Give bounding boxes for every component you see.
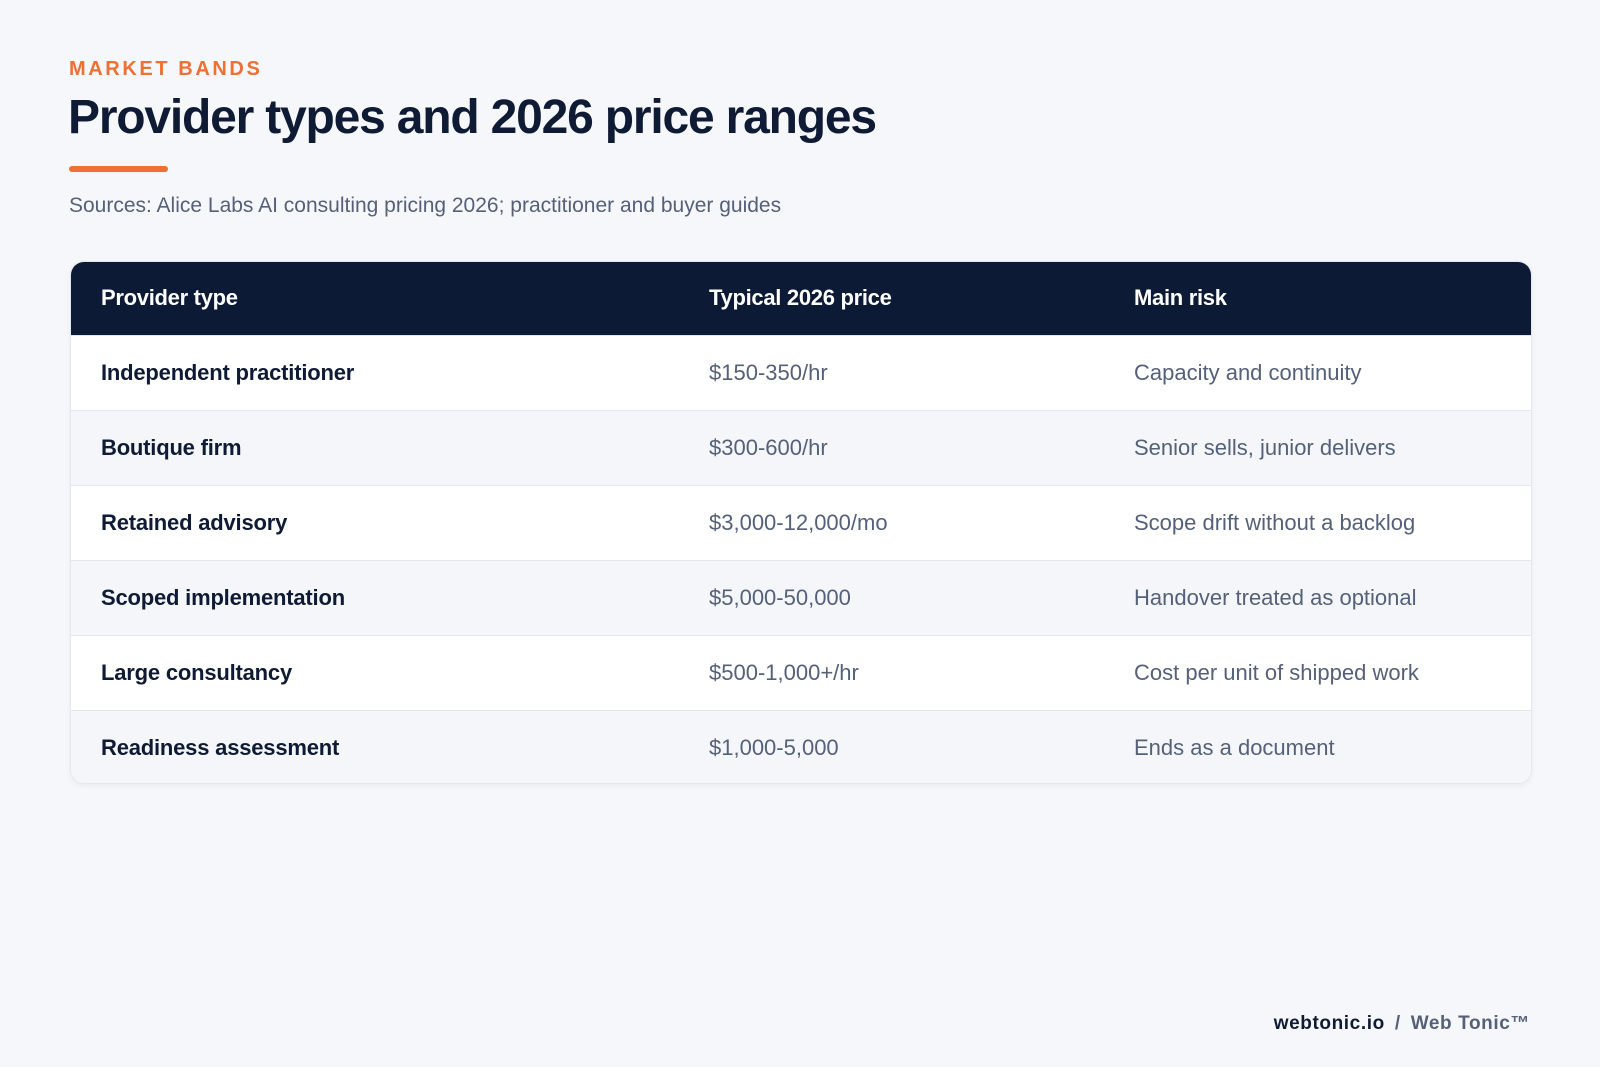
price-cell: $300-600/hr: [709, 434, 828, 460]
column-header-typical-price: Typical 2026 price: [709, 285, 892, 311]
table-header: Provider type Typical 2026 price Main ri…: [71, 262, 1531, 335]
pricing-table: Provider type Typical 2026 price Main ri…: [71, 262, 1531, 783]
title-underline-accent: [69, 166, 168, 172]
provider-cell: Large consultancy: [101, 659, 292, 685]
table-row: Retained advisory $3,000-12,000/mo Scope…: [71, 485, 1531, 560]
provider-cell: Retained advisory: [101, 509, 288, 535]
risk-cell: Capacity and continuity: [1134, 359, 1362, 385]
price-cell: $500-1,000+/hr: [709, 659, 859, 685]
eyebrow-label: MARKET BANDS: [69, 58, 263, 80]
page-title: Provider types and 2026 price ranges: [68, 91, 877, 144]
column-header-provider-type: Provider type: [101, 285, 238, 311]
sources-note: Sources: Alice Labs AI consulting pricin…: [69, 194, 782, 217]
table-row: Large consultancy $500-1,000+/hr Cost pe…: [71, 635, 1531, 710]
price-cell: $1,000-5,000: [709, 734, 839, 760]
column-header-main-risk: Main risk: [1134, 285, 1227, 311]
price-cell: $3,000-12,000/mo: [709, 509, 888, 535]
footer-domain: webtonic.io: [1273, 1013, 1385, 1034]
risk-cell: Cost per unit of shipped work: [1134, 659, 1419, 685]
table-row: Boutique firm $300-600/hr Senior sells, …: [71, 410, 1531, 485]
footer-brand: Web Tonic™: [1410, 1013, 1530, 1034]
table-body: Independent practitioner $150-350/hr Cap…: [71, 335, 1531, 783]
provider-cell: Scoped implementation: [101, 584, 345, 610]
pricing-table-card: Provider type Typical 2026 price Main ri…: [70, 261, 1532, 784]
risk-cell: Handover treated as optional: [1134, 584, 1417, 610]
provider-cell: Boutique firm: [101, 434, 242, 460]
provider-cell: Independent practitioner: [101, 359, 355, 385]
table-header-row: Provider type Typical 2026 price Main ri…: [71, 262, 1531, 335]
provider-cell: Readiness assessment: [101, 734, 340, 760]
table-row: Scoped implementation $5,000-50,000 Hand…: [71, 560, 1531, 635]
footer-separator: /: [1394, 1013, 1401, 1034]
risk-cell: Senior sells, junior delivers: [1134, 434, 1396, 460]
price-cell: $5,000-50,000: [709, 584, 851, 610]
table-row: Readiness assessment $1,000-5,000 Ends a…: [71, 710, 1531, 783]
price-cell: $150-350/hr: [709, 359, 828, 385]
risk-cell: Ends as a document: [1134, 734, 1335, 760]
footer-credit: webtonic.io / Web Tonic™: [1274, 1013, 1530, 1035]
table-row: Independent practitioner $150-350/hr Cap…: [71, 335, 1531, 410]
risk-cell: Scope drift without a backlog: [1134, 509, 1416, 535]
